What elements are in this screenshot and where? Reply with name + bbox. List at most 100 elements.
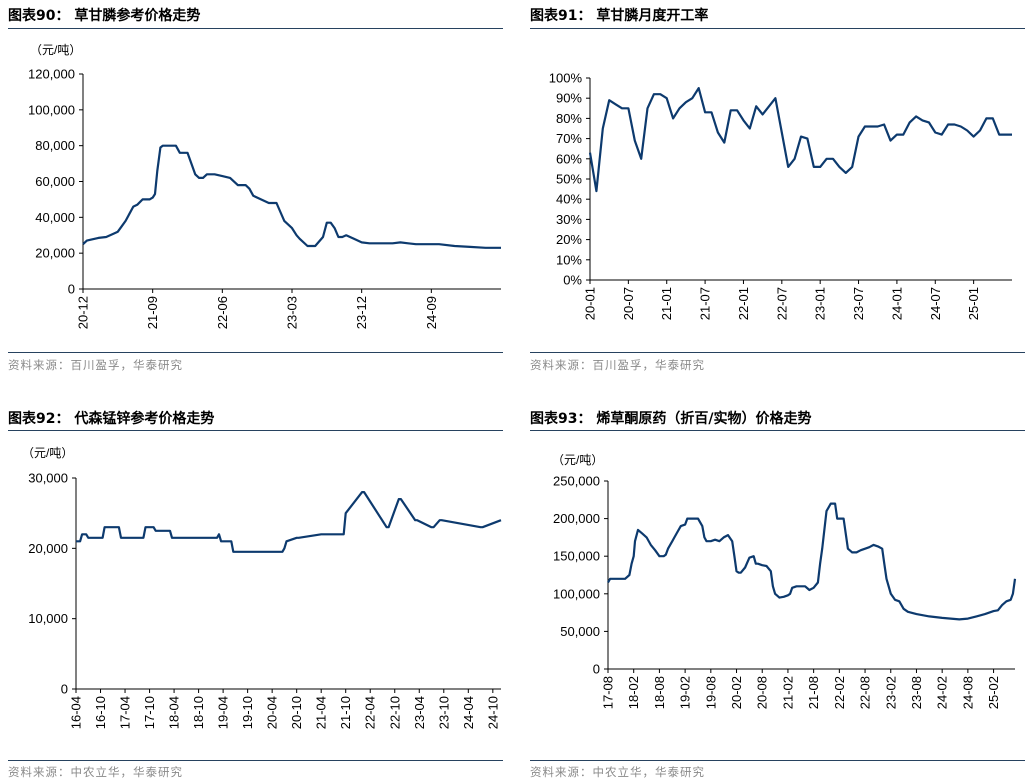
x-tick-label: 25-01 (966, 287, 981, 320)
y-tick-label: 20,000 (35, 246, 75, 261)
x-tick-label: 17-10 (142, 696, 157, 729)
x-tick-label: 22-07 (774, 287, 789, 320)
title-divider (8, 28, 503, 29)
x-tick-label: 20-08 (755, 676, 770, 709)
y-tick-label: 80,000 (35, 138, 75, 153)
line-chart-glyphosate-price: （元/吨） 0 20,000 40,000 60,000 80,000 100,000 120… (28, 43, 501, 329)
x-tick-label: 20-01 (583, 287, 598, 320)
chart-title: 图表91： 草甘膦月度开工率 (530, 8, 709, 24)
y-tick-label: 30,000 (28, 471, 68, 486)
x-tick-label: 23-08 (909, 676, 924, 709)
x-tick-label: 17-08 (601, 676, 616, 709)
y-tick-label: 120,000 (28, 67, 75, 82)
x-tick-label: 22-02 (832, 676, 847, 709)
x-tick-label: 20-07 (621, 287, 636, 320)
x-tick-label: 23-02 (883, 676, 898, 709)
y-tick-label: 150,000 (553, 549, 600, 564)
y-tick-label: 40,000 (35, 210, 75, 225)
x-tick-label: 20-02 (729, 676, 744, 709)
x-tick-label: 21-10 (338, 696, 353, 729)
x-tick-label: 21-04 (314, 696, 329, 729)
series-line (588, 86, 1012, 193)
y-tick-label: 90% (556, 91, 582, 106)
y-tick-label: 250,000 (553, 474, 600, 489)
x-tick-label: 23-07 (851, 287, 866, 320)
x-tick-label: 18-02 (626, 676, 641, 709)
x-tick-label: 24-02 (935, 676, 950, 709)
x-tick-label: 23-01 (813, 287, 828, 320)
x-tick-label: 18-10 (191, 696, 206, 729)
x-tick-label: 18-04 (167, 696, 182, 729)
y-tick-label: 50,000 (560, 624, 600, 639)
x-tick-label: 22-01 (736, 287, 751, 320)
y-tick-label: 60,000 (35, 174, 75, 189)
line-chart-clethodim-price: （元/吨） 0 50,000 100,000 150,000 200,000 250,000… (552, 453, 1017, 709)
x-tick-label: 19-10 (240, 696, 255, 729)
source-divider (8, 760, 503, 761)
x-tick-label: 17-04 (118, 696, 133, 729)
x-tick-label: 21-07 (698, 287, 713, 320)
title-divider (530, 430, 1025, 431)
x-tick-label: 20-10 (289, 696, 304, 729)
title-divider (530, 28, 1025, 29)
x-tick-label: 20-12 (76, 296, 91, 329)
x-tick-label: 21-02 (780, 676, 795, 709)
x-tick-label: 24-10 (485, 696, 500, 729)
y-tick-label: 100,000 (28, 102, 75, 117)
series-line (76, 490, 502, 553)
y-tick-label: 10% (556, 252, 582, 267)
x-tick-label: 16-04 (69, 696, 84, 729)
y-tick-label: 50% (556, 172, 582, 187)
x-tick-label: 24-07 (928, 287, 943, 320)
x-tick-label: 24-04 (461, 696, 476, 729)
y-tick-label: 40% (556, 192, 582, 207)
y-tick-label: 0 (593, 662, 600, 677)
x-tick-label: 22-06 (215, 296, 230, 329)
unit-label: （元/吨） (30, 43, 81, 57)
y-tick-label: 0 (61, 682, 68, 697)
x-tick-label: 24-01 (889, 287, 904, 320)
x-tick-label: 16-10 (93, 696, 108, 729)
source-divider (530, 760, 1025, 761)
series-line (607, 502, 1017, 621)
x-tick-label: 23-03 (285, 296, 300, 329)
y-tick-label: 10,000 (28, 611, 68, 626)
y-tick-label: 200,000 (553, 511, 600, 526)
source-note: 资料来源：中农立华，华泰研究 (8, 765, 183, 779)
y-tick-label: 0 (68, 282, 75, 297)
x-tick-label: 18-08 (652, 676, 667, 709)
unit-label: （元/吨） (552, 453, 603, 467)
unit-label: （元/吨） (22, 446, 73, 460)
chart-title: 图表90： 草甘膦参考价格走势 (8, 8, 201, 24)
line-chart-glyphosate-utilization: 0% 10% 20% 30% 40% 50% 60% 70% 80% 90% 100% 20-01 20… (549, 71, 1012, 320)
x-tick-label: 24-09 (424, 296, 439, 329)
x-tick-label: 19-04 (216, 696, 231, 729)
source-note: 资料来源：中农立华，华泰研究 (530, 765, 705, 779)
source-divider (530, 352, 1025, 353)
x-tick-label: 24-08 (960, 676, 975, 709)
y-tick-label: 60% (556, 151, 582, 166)
source-note: 资料来源：百川盈孚，华泰研究 (8, 358, 183, 372)
source-note: 资料来源：百川盈孚，华泰研究 (530, 358, 705, 372)
x-tick-label: 22-08 (858, 676, 873, 709)
x-tick-label: 23-04 (412, 696, 427, 729)
y-tick-label: 0% (563, 273, 582, 288)
series-line (82, 144, 501, 249)
x-tick-label: 22-10 (387, 696, 402, 729)
x-tick-label: 23-12 (354, 296, 369, 329)
x-tick-label: 22-04 (363, 696, 378, 729)
x-tick-label: 21-09 (145, 296, 160, 329)
y-tick-label: 70% (556, 131, 582, 146)
x-tick-label: 21-08 (806, 676, 821, 709)
line-chart-mancozeb-price: （元/吨） 0 10,000 20,000 30,000 16-04 16-10 17-04 1… (22, 446, 502, 729)
x-tick-label: 25-02 (986, 676, 1001, 709)
y-tick-label: 20% (556, 232, 582, 247)
y-tick-label: 100,000 (553, 586, 600, 601)
x-tick-label: 19-02 (678, 676, 693, 709)
y-tick-label: 80% (556, 111, 582, 126)
x-tick-label: 19-08 (703, 676, 718, 709)
y-tick-label: 30% (556, 212, 582, 227)
y-tick-label: 20,000 (28, 541, 68, 556)
title-divider (8, 430, 503, 431)
chart-title: 图表92： 代森锰锌参考价格走势 (8, 411, 215, 427)
